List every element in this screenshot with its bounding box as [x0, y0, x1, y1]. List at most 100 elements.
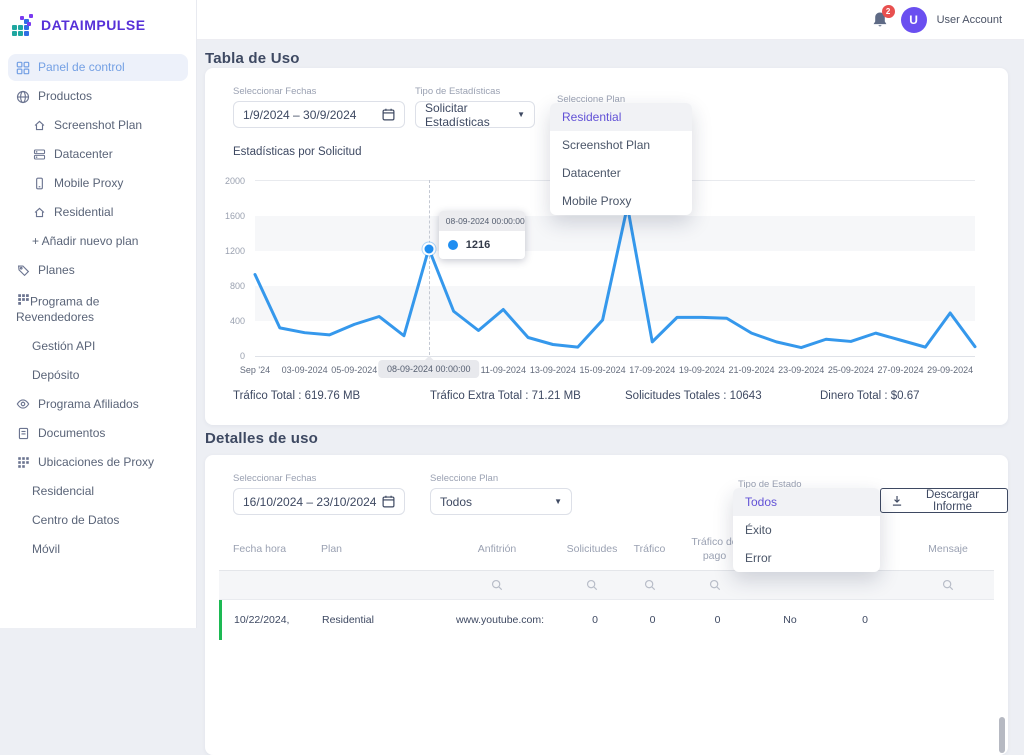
- column-filter-cell[interactable]: [902, 579, 994, 591]
- chevron-down-icon: ▼: [554, 497, 562, 506]
- sidebar-item-programa-afiliados[interactable]: Programa Afiliados: [8, 391, 188, 418]
- tooltip-date: 08-09-2024 00:00:00: [438, 210, 525, 231]
- chevron-down-icon: ▼: [517, 110, 525, 119]
- sidebar-item-mobile-proxy[interactable]: Mobile Proxy: [8, 170, 188, 197]
- details-plan-select[interactable]: Todos ▼: [430, 488, 572, 515]
- column-filter-cell[interactable]: [622, 579, 677, 591]
- details-date-label: Seleccionar Fechas: [233, 473, 317, 484]
- date-range-input[interactable]: 1/9/2024 – 30/9/2024: [233, 101, 405, 128]
- main-content: Tabla de Uso Seleccionar Fechas 1/9/2024…: [197, 40, 1024, 755]
- sidebar-item-documentos[interactable]: Documentos: [8, 420, 188, 447]
- y-axis-tick: 1600: [224, 211, 245, 221]
- column-filter-cell[interactable]: [432, 579, 562, 591]
- sidebar-item-planes[interactable]: Planes: [8, 257, 188, 284]
- sidebar-item-label: Programa de Revendedores: [16, 294, 100, 324]
- sidebar-item-ubicaciones-de-proxy[interactable]: Ubicaciones de Proxy: [8, 449, 188, 476]
- column-header-trafico: Tráfico: [633, 543, 666, 556]
- x-axis-tick: 29-09-2024: [927, 365, 974, 375]
- sidebar-item-residencial[interactable]: Residencial: [8, 478, 188, 505]
- dashboard-icon: [16, 61, 30, 75]
- x-axis-tick: 25-09-2024: [827, 365, 874, 375]
- sidebar-item-residential[interactable]: Residential: [8, 199, 188, 226]
- column-header-anfitrion: Anfitrión: [477, 543, 517, 556]
- details-plan-filter: Seleccione Plan Todos ▼: [430, 473, 572, 515]
- table-cell: [905, 618, 994, 622]
- sidebar-item-label: Datacenter: [54, 147, 113, 161]
- stats-type-filter: Tipo de Estadísticas Solicitar Estadísti…: [415, 86, 535, 129]
- y-axis-tick: 400: [229, 316, 245, 326]
- column-filter-cell[interactable]: [677, 579, 752, 591]
- sidebar-item-label: Panel de control: [38, 60, 125, 74]
- calendar-icon[interactable]: [382, 495, 395, 508]
- column-filter-cell[interactable]: [562, 579, 622, 591]
- sidebar-item-gestion-api[interactable]: Gestión API: [8, 333, 188, 360]
- column-header-solicitudes: Solicitudes: [566, 543, 618, 556]
- grid-icon: [16, 292, 30, 306]
- sidebar: DATAIMPULSE Panel de control Productos Scr…: [0, 0, 197, 628]
- sidebar-item-label: Centro de Datos: [32, 512, 120, 527]
- server-icon: [32, 148, 46, 162]
- tick-notch: [424, 355, 434, 365]
- topbar: 2 U User Account: [197, 0, 1024, 40]
- sidebar-item-productos[interactable]: Productos: [8, 83, 188, 110]
- chart-highlight-marker: [422, 242, 436, 256]
- x-axis-tick: 17-09-2024: [629, 365, 676, 375]
- estado-option-error[interactable]: Error: [745, 551, 772, 565]
- notification-bell-icon[interactable]: 2: [869, 4, 895, 31]
- house-icon: [32, 119, 46, 133]
- user-account-label[interactable]: User Account: [936, 13, 1002, 26]
- plan-option-datacenter[interactable]: Datacenter: [562, 166, 621, 180]
- total-stat: Tráfico Extra Total : 71.21 MB: [430, 390, 581, 402]
- sidebar-item-label: Programa Afiliados: [38, 396, 139, 411]
- download-report-label: Descargar Informe: [925, 488, 980, 513]
- locations-icon: [16, 455, 30, 469]
- sidebar-item-label: Móvil: [32, 541, 61, 556]
- calendar-icon[interactable]: [382, 108, 395, 121]
- table-cell: 10/22/2024,: [234, 614, 290, 626]
- details-date-filter: Seleccionar Fechas 16/10/2024 – 23/10/20…: [233, 473, 405, 515]
- sidebar-item-label: Gestión API: [32, 338, 96, 353]
- table-row[interactable]: 10/22/2024, Residential www.youtube.com: 0 0…: [219, 600, 994, 640]
- plan-option-screenshot-plan[interactable]: Screenshot Plan: [562, 138, 651, 152]
- chart-plot-area: [255, 180, 975, 357]
- house-icon: [32, 206, 46, 220]
- details-date-input[interactable]: 16/10/2024 – 23/10/2024: [233, 488, 405, 515]
- estado-option-todos[interactable]: Todos: [733, 488, 880, 516]
- plan-option-mobile-proxy[interactable]: Mobile Proxy: [562, 194, 632, 208]
- x-axis-tick: 23-09-2024: [778, 365, 825, 375]
- chart-tooltip: 08-09-2024 00:00:00 1216: [438, 210, 525, 259]
- total-stat: Solicitudes Totales : 10643: [625, 390, 762, 402]
- sidebar-item-centro-de-datos[interactable]: Centro de Datos: [8, 507, 188, 534]
- x-axis-tick: 27-09-2024: [877, 365, 924, 375]
- sidebar-item-deposito[interactable]: Depósito: [8, 362, 188, 389]
- sidebar-item-panel-de-control[interactable]: Panel de control: [8, 54, 188, 81]
- estado-option-exito[interactable]: Éxito: [745, 523, 772, 537]
- plan-dropdown-menu: Residential Screenshot Plan Datacenter Mobi…: [550, 103, 692, 215]
- total-stat: Dinero Total : $0.67: [820, 390, 920, 402]
- avatar[interactable]: U: [900, 6, 927, 33]
- x-axis-tick: 11-09-2024: [480, 365, 526, 375]
- sidebar-item-label: Residencial: [32, 483, 95, 498]
- usage-section-title: Tabla de Uso: [205, 50, 300, 67]
- download-report-button[interactable]: Descargar Informe: [880, 488, 1008, 513]
- sidebar-item-movil[interactable]: Móvil: [8, 536, 188, 563]
- column-header-mensaje: Mensaje: [928, 543, 968, 556]
- series-dot-icon: [447, 239, 458, 250]
- column-header-plan: Plan: [321, 543, 343, 556]
- column-header-trafico-de-pago: Tráfico de pago: [691, 536, 738, 562]
- tag-icon: [16, 264, 30, 278]
- date-range-value: 1/9/2024 – 30/9/2024: [243, 107, 357, 122]
- total-stat: Tráfico Total : 619.76 MB: [233, 390, 361, 402]
- plan-option-residential[interactable]: Residential: [550, 103, 692, 131]
- estado-dropdown-menu: Todos Éxito Error: [733, 488, 880, 572]
- logo: DATAIMPULSE: [0, 0, 196, 48]
- sidebar-item-datacenter[interactable]: Datacenter: [8, 141, 188, 168]
- sidebar-item-screenshot-plan[interactable]: Screenshot Plan: [8, 112, 188, 139]
- sidebar-item-programa-de-revendedores[interactable]: Programa de Revendedores: [8, 286, 188, 331]
- table-vertical-scrollbar[interactable]: [999, 717, 1005, 753]
- sidebar-item-label: Productos: [38, 89, 93, 103]
- notification-badge: 2: [881, 4, 895, 18]
- stats-type-select[interactable]: Solicitar Estadísticas ▼: [415, 101, 535, 129]
- sidebar-item-anadir-nuevo-plan[interactable]: + Añadir nuevo plan: [8, 228, 188, 255]
- x-axis-tick: 03-09-2024: [281, 365, 328, 375]
